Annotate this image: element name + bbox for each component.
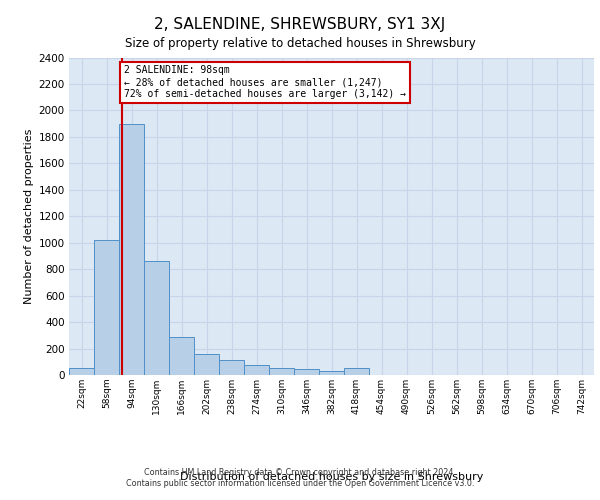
Bar [169, 336, 194, 375]
Text: 2, SALENDINE, SHREWSBURY, SY1 3XJ: 2, SALENDINE, SHREWSBURY, SY1 3XJ [154, 18, 446, 32]
Bar [344, 368, 369, 375]
Bar [94, 240, 119, 375]
Text: Size of property relative to detached houses in Shrewsbury: Size of property relative to detached ho… [125, 38, 475, 51]
Y-axis label: Number of detached properties: Number of detached properties [25, 128, 34, 304]
Bar [269, 368, 294, 375]
Text: Contains HM Land Registry data © Crown copyright and database right 2024.
Contai: Contains HM Land Registry data © Crown c… [126, 468, 474, 487]
Bar [219, 360, 244, 375]
Bar [119, 124, 144, 375]
X-axis label: Distribution of detached houses by size in Shrewsbury: Distribution of detached houses by size … [180, 472, 483, 482]
Bar [294, 369, 319, 375]
Bar [144, 261, 169, 375]
Bar [69, 368, 94, 375]
Bar [319, 371, 344, 375]
Text: 2 SALENDINE: 98sqm
← 28% of detached houses are smaller (1,247)
72% of semi-deta: 2 SALENDINE: 98sqm ← 28% of detached hou… [124, 66, 406, 98]
Bar [194, 354, 219, 375]
Bar [244, 365, 269, 375]
